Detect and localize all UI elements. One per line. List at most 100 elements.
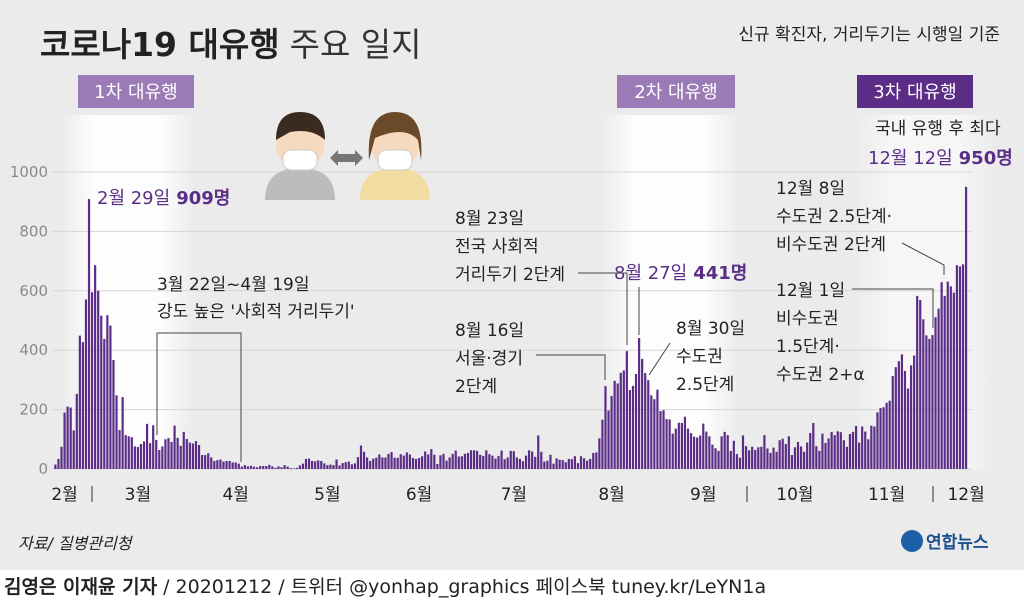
y-tick-label: 600 xyxy=(19,282,48,300)
source: 자료/ 질병관리청 xyxy=(18,534,134,553)
bar xyxy=(424,451,427,469)
bar xyxy=(393,457,396,469)
annotation: 8월 16일 xyxy=(455,321,524,341)
bar xyxy=(943,295,946,469)
bar xyxy=(216,460,219,469)
bar xyxy=(204,455,207,469)
bar xyxy=(928,338,931,469)
bar xyxy=(421,456,424,469)
bar xyxy=(66,406,69,469)
bar xyxy=(809,433,812,469)
bar xyxy=(870,425,873,469)
annotation: 3월 22일~4월 19일 xyxy=(157,275,310,295)
bar xyxy=(311,460,314,469)
bar xyxy=(760,446,763,469)
bar xyxy=(601,419,604,469)
leader-line xyxy=(156,332,242,462)
bar xyxy=(57,458,60,469)
bar xyxy=(378,454,381,469)
bar xyxy=(949,286,952,469)
bar xyxy=(836,431,839,469)
bar xyxy=(78,335,81,469)
bar xyxy=(754,449,757,469)
peak-label: 909명 xyxy=(176,188,230,209)
bar xyxy=(613,380,616,469)
bar xyxy=(139,444,143,469)
bar xyxy=(671,433,674,469)
bar xyxy=(818,450,821,469)
bar xyxy=(387,453,390,469)
bar xyxy=(900,354,904,469)
bar xyxy=(222,461,225,469)
bar xyxy=(197,444,201,469)
bar xyxy=(127,436,130,469)
x-tick-label: 3월 xyxy=(125,485,151,505)
bar xyxy=(518,458,522,469)
footer: 김영은 이재윤 기자/ 20201212 / 트위터 @yonhap_graph… xyxy=(4,576,766,598)
bar xyxy=(411,458,415,469)
bar xyxy=(827,438,830,469)
bar xyxy=(757,447,760,469)
bar xyxy=(705,431,708,469)
bar xyxy=(136,447,140,469)
bar xyxy=(922,319,925,469)
bar xyxy=(274,467,277,469)
x-tick-label: 4월 xyxy=(222,485,248,505)
bar xyxy=(644,373,647,469)
bar xyxy=(873,426,876,469)
bar xyxy=(885,402,888,469)
x-tick-label: 11월 xyxy=(868,485,905,505)
bar xyxy=(619,372,622,469)
bars xyxy=(54,186,968,470)
annotation: 수도권 2+α xyxy=(776,365,865,385)
bar xyxy=(109,325,112,469)
bar xyxy=(240,466,243,469)
x-tick-label: 5월 xyxy=(314,485,340,505)
bar xyxy=(384,457,387,469)
bar xyxy=(766,448,769,469)
bar xyxy=(399,454,402,469)
bar xyxy=(848,433,852,469)
x-tick-label: 6월 xyxy=(406,485,432,505)
bar xyxy=(824,442,827,469)
bar xyxy=(595,452,598,469)
bar xyxy=(879,408,882,469)
bar xyxy=(326,465,329,469)
bar xyxy=(906,388,910,469)
byline: 김영은 이재윤 기자 xyxy=(4,576,158,598)
bar xyxy=(851,431,855,469)
bar xyxy=(155,439,158,469)
bar xyxy=(145,423,149,469)
bar xyxy=(100,315,103,469)
bar xyxy=(748,450,751,469)
bar xyxy=(228,460,231,469)
bar xyxy=(289,468,292,469)
bar xyxy=(723,431,726,469)
bar xyxy=(702,423,705,469)
annotation: 1.5단계· xyxy=(776,337,840,357)
bar xyxy=(207,453,210,469)
bar xyxy=(359,445,363,469)
bar xyxy=(436,463,439,469)
peak-date: 2월 29일 xyxy=(97,188,170,209)
bar xyxy=(861,426,864,469)
x-tick-label: 7월 xyxy=(501,485,527,505)
bar xyxy=(185,439,188,469)
bar xyxy=(280,467,283,469)
bar xyxy=(167,438,170,469)
bar xyxy=(433,454,436,469)
bar xyxy=(891,376,894,469)
annotation: 12월 1일 xyxy=(776,281,845,301)
bar xyxy=(243,465,246,469)
bar xyxy=(833,435,836,469)
annotation: 수도권 2.5단계· xyxy=(776,207,892,227)
bar xyxy=(775,451,778,469)
bar xyxy=(656,389,659,469)
peak-annotation: 2월 29일 909명 xyxy=(97,188,230,209)
bar xyxy=(265,466,268,469)
bar xyxy=(451,453,454,469)
bar xyxy=(427,454,430,469)
leader-line xyxy=(648,342,671,376)
bar xyxy=(94,265,97,469)
